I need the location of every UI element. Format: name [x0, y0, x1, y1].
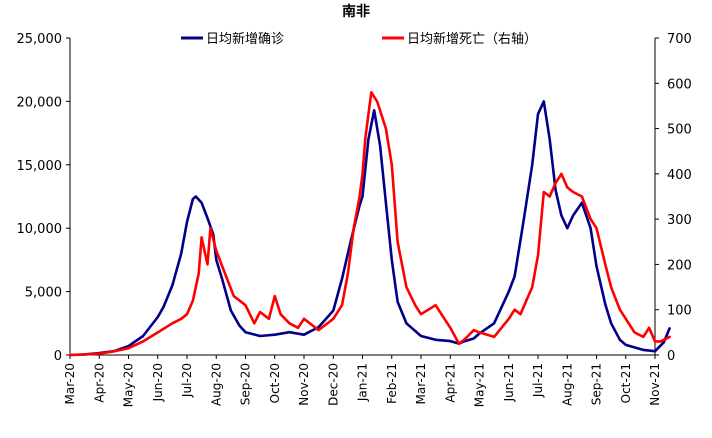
y-right-tick-label: 400: [667, 168, 692, 183]
x-tick-label: Apr-21: [443, 363, 457, 403]
x-tick-label: May-20: [122, 363, 136, 407]
y-left-tick-label: 5,000: [25, 286, 62, 301]
y-left-tick-label: 0: [54, 349, 62, 364]
y-right-tick-label: 500: [667, 123, 692, 138]
x-tick-label: Nov-21: [648, 363, 662, 406]
y-right-tick-label: 100: [667, 304, 692, 319]
x-tick-label: Aug-20: [209, 363, 223, 406]
x-tick-label: Jul-20: [180, 363, 194, 398]
y-right-tick-label: 200: [667, 258, 692, 273]
x-tick-label: Dec-20: [326, 363, 340, 406]
x-tick-label: May-21: [473, 363, 487, 407]
legend-label-deaths: 日均新增死亡（右轴）: [407, 31, 537, 47]
x-tick-label: Feb-21: [385, 363, 399, 404]
x-tick-label: Mar-21: [414, 363, 428, 404]
y-left-tick-label: 10,000: [17, 222, 63, 237]
series-line-confirmed: [68, 100, 671, 357]
x-tick-label: Sep-21: [590, 363, 604, 405]
x-tick-label: Aug-21: [560, 363, 574, 406]
chart-title: 南非: [342, 3, 370, 20]
x-tick-label: Sep-20: [239, 363, 253, 405]
x-tick-label: Apr-20: [92, 363, 106, 403]
series-line-deaths: [68, 91, 671, 357]
x-tick-label: Jul-21: [531, 363, 545, 398]
x-tick-label: Jun-20: [151, 363, 165, 402]
x-tick-label: Nov-20: [297, 363, 311, 406]
legend-label-confirmed: 日均新增确诊: [206, 31, 284, 47]
x-tick-label: Jan-21: [356, 363, 370, 402]
plot-area: [68, 91, 671, 357]
x-tick-label: Mar-20: [63, 363, 77, 404]
y-right-tick-label: 0: [667, 349, 675, 364]
x-tick-label: Oct-20: [268, 363, 282, 403]
legend: 日均新增确诊 日均新增死亡（右轴）: [181, 31, 537, 47]
y-left-tick-label: 25,000: [17, 32, 63, 47]
axes: 0 5,000 10,000 15,000 20,000 25,000 0 100 200 300…: [17, 32, 692, 407]
y-right-tick-label: 600: [667, 77, 692, 92]
x-tick-label: Oct-21: [619, 363, 633, 403]
x-tick-label: Jun-21: [502, 363, 516, 402]
y-left-tick-label: 20,000: [17, 95, 63, 110]
y-right-tick-label: 700: [667, 32, 692, 47]
y-left-tick-label: 15,000: [17, 159, 63, 174]
y-right-tick-label: 300: [667, 213, 692, 228]
